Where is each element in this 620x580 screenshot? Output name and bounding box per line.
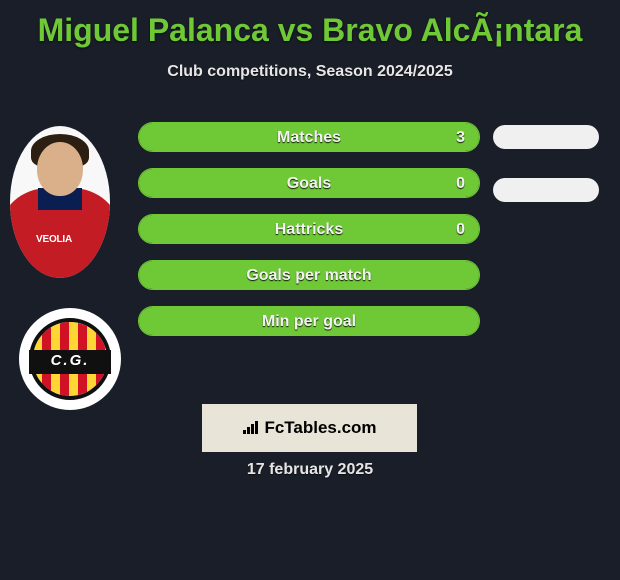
stat-bar-goals: Goals 0 — [138, 168, 480, 198]
player1-sponsor-text: VEOLIA — [36, 234, 72, 245]
player2-pill-matches — [493, 125, 599, 149]
player1-avatar: VEOLIA — [10, 126, 110, 278]
stat-label: Goals — [139, 169, 479, 197]
stat-bar-min-per-goal: Min per goal — [138, 306, 480, 336]
stat-value: 0 — [456, 215, 465, 243]
stat-bar-hattricks: Hattricks 0 — [138, 214, 480, 244]
club-logo: C.G. — [19, 308, 121, 410]
player2-pill-goals — [493, 178, 599, 202]
stat-bar-matches: Matches 3 — [138, 122, 480, 152]
stat-label: Min per goal — [139, 307, 479, 335]
stat-label: Hattricks — [139, 215, 479, 243]
chart-icon — [242, 406, 260, 454]
club-logo-initials: C.G. — [19, 352, 121, 369]
stat-label: Matches — [139, 123, 479, 151]
brand-text: FcTables.com — [202, 404, 417, 452]
stat-value: 0 — [456, 169, 465, 197]
stats-bars: Matches 3 Goals 0 Hattricks 0 Goals per … — [138, 122, 480, 352]
page-subtitle: Club competitions, Season 2024/2025 — [0, 63, 620, 81]
stat-bar-goals-per-match: Goals per match — [138, 260, 480, 290]
page-title: Miguel Palanca vs Bravo AlcÃ¡ntara — [0, 0, 620, 49]
brand-label: FcTables.com — [264, 418, 376, 437]
stat-label: Goals per match — [139, 261, 479, 289]
stat-value: 3 — [456, 123, 465, 151]
player1-head — [37, 142, 83, 196]
brand-badge: FcTables.com — [202, 404, 417, 452]
date-text: 17 february 2025 — [0, 461, 620, 479]
